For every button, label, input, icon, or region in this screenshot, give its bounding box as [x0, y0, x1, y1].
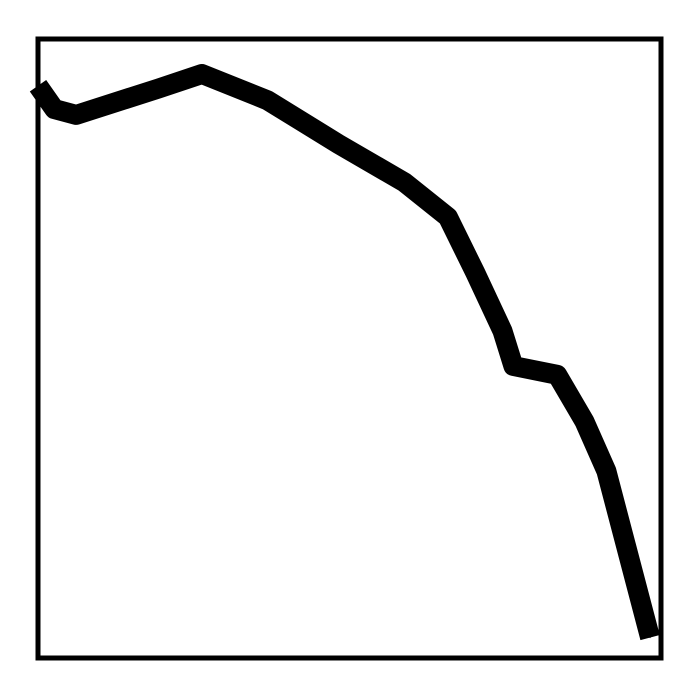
data-point	[447, 216, 449, 218]
data-point	[605, 470, 607, 472]
data-point	[267, 99, 268, 101]
data-point	[474, 272, 476, 274]
data-point	[556, 374, 558, 376]
data-point	[37, 85, 39, 87]
data-point	[502, 330, 503, 332]
data-point	[403, 181, 405, 183]
data-point	[201, 73, 203, 75]
plot-frame	[35, 36, 664, 661]
data-point	[584, 421, 585, 422]
data-point	[53, 108, 55, 110]
data-point	[338, 143, 340, 145]
data-point	[649, 637, 651, 639]
data-point	[75, 114, 77, 116]
series-line-0	[29, 64, 660, 641]
data-point	[512, 365, 514, 367]
series-layer	[29, 64, 660, 641]
data-point	[157, 88, 159, 90]
